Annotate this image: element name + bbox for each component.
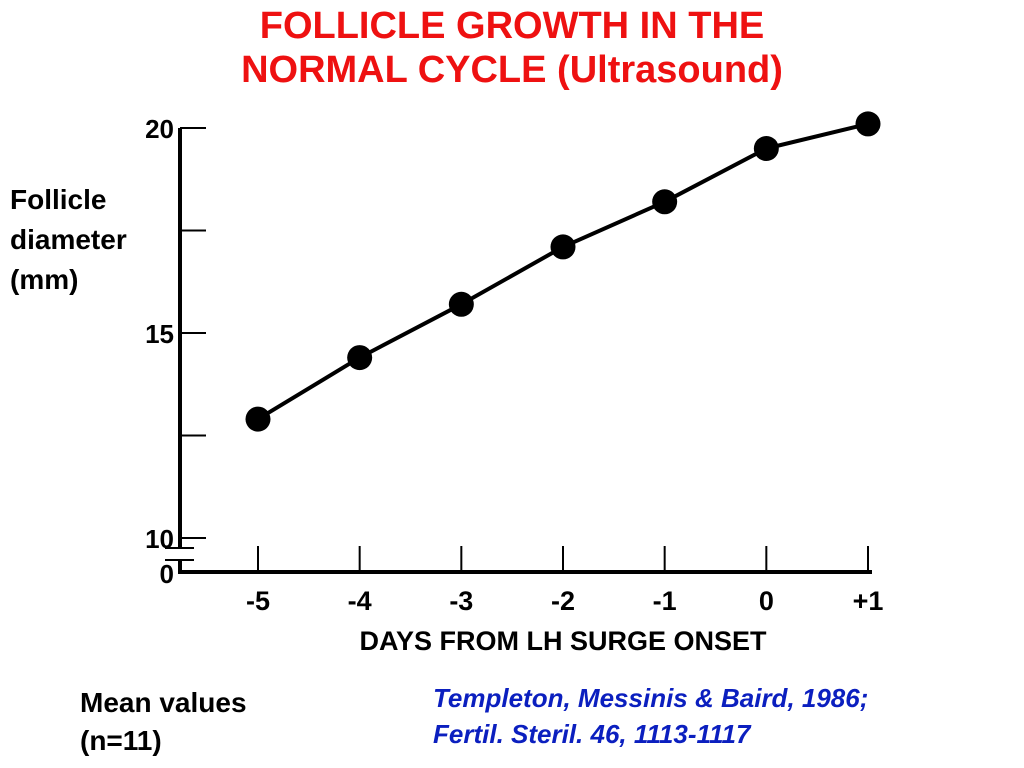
citation-line-2: Fertil. Steril. 46, 1113-1117 xyxy=(433,719,751,749)
data-point xyxy=(855,111,881,137)
citation-line-1: Templeton, Messinis & Baird, 1986; xyxy=(433,683,869,713)
footnote-line-1: Mean values xyxy=(80,687,247,718)
footnote-line-2: (n=11) xyxy=(80,725,162,756)
y-ticks: 10 15 20 xyxy=(145,114,206,554)
y-tick-label-10: 10 xyxy=(145,524,174,554)
data-point xyxy=(347,345,373,371)
x-tick-label: -5 xyxy=(246,586,270,616)
y-tick-label-20: 20 xyxy=(145,114,174,144)
chart-title-line-1: FOLLICLE GROWTH IN THE xyxy=(259,5,765,47)
x-tick-label: -4 xyxy=(348,586,372,616)
x-tick-label: -1 xyxy=(653,586,677,616)
data-point xyxy=(245,406,271,432)
data-series xyxy=(245,111,881,432)
y-tick-label-15: 15 xyxy=(145,319,174,349)
series-line xyxy=(256,121,869,421)
x-tick-label: 0 xyxy=(759,586,774,616)
data-point xyxy=(753,136,779,161)
footnote: Mean values (n=11) xyxy=(80,684,247,760)
x-tick-label: -3 xyxy=(449,586,473,616)
chart-title-line-2: NORMAL CYCLE (Ultrasound) xyxy=(241,49,783,91)
chart-title: FOLLICLE GROWTH IN THE NORMAL CYCLE (Ult… xyxy=(0,4,1024,92)
y-axis-label-line-1: Follicle xyxy=(10,184,107,215)
y-axis-label-line-2: diameter xyxy=(10,224,127,255)
x-axis-label: DAYS FROM LH SURGE ONSET xyxy=(359,626,767,656)
y-tick-label-0: 0 xyxy=(160,559,174,589)
data-point xyxy=(448,291,474,317)
data-point xyxy=(652,189,678,215)
x-ticks: -5 -4 -3 -2 -1 0 +1 xyxy=(246,546,883,616)
citation: Templeton, Messinis & Baird, 1986; Ferti… xyxy=(433,680,868,752)
x-tick-label: +1 xyxy=(853,586,884,616)
y-axis-label: Follicle diameter (mm) xyxy=(10,180,127,300)
x-tick-label: -2 xyxy=(551,586,575,616)
data-point xyxy=(550,234,576,260)
chart-axes: 0 xyxy=(160,128,872,589)
y-axis-label-line-3: (mm) xyxy=(10,264,79,295)
